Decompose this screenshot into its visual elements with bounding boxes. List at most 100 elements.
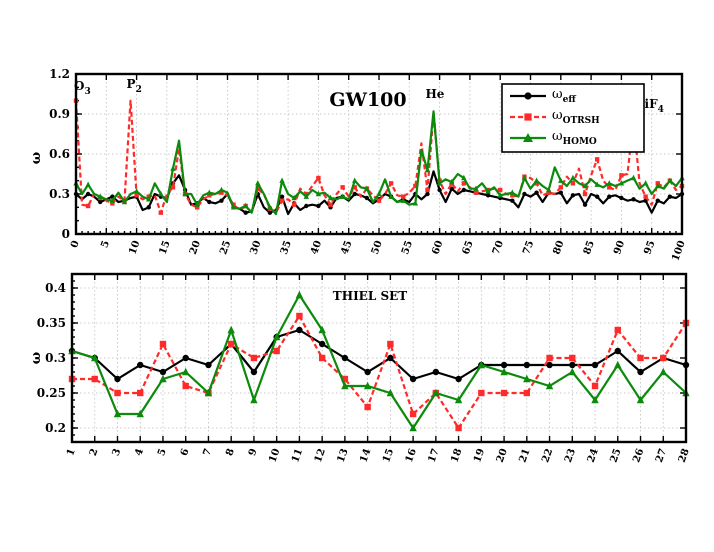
homo-point: [485, 188, 491, 194]
xtick-label: 45: [339, 239, 354, 256]
homo-point: [121, 198, 128, 205]
ytick-label: 0.25: [37, 386, 66, 400]
homo-point: [363, 381, 372, 390]
xtick-label: 80: [552, 239, 567, 256]
xtick-label: 23: [563, 447, 578, 464]
otrsh-point: [341, 375, 349, 383]
homo-point: [318, 325, 326, 334]
otrsh-point: [637, 354, 644, 362]
eff-point: [637, 368, 644, 376]
homo-point: [91, 353, 99, 362]
annotation-0: O3: [74, 79, 91, 97]
homo-point: [303, 193, 309, 199]
thiel-title: THIEL SET: [333, 289, 407, 303]
eff-point: [425, 191, 430, 197]
homo-point: [400, 197, 406, 203]
homo-point: [218, 186, 225, 193]
xtick-label: 18: [449, 447, 464, 464]
annotation-1-base: P: [127, 77, 136, 91]
eff-point: [570, 193, 576, 198]
xtick-label: 7: [202, 447, 215, 457]
xtick-label: 25: [608, 447, 623, 464]
xtick-label: 20: [188, 239, 203, 256]
otrsh-point: [413, 183, 418, 189]
thiel-series: [68, 290, 690, 432]
homo-point: [497, 192, 503, 198]
otrsh-point: [473, 190, 479, 195]
homo-point: [449, 178, 455, 185]
xtick-label: 1: [65, 447, 78, 457]
eff-point: [98, 199, 103, 205]
xtick-label: 0: [69, 239, 82, 249]
annotation-1: P2: [127, 77, 142, 95]
otrsh-point: [296, 312, 303, 320]
otrsh-point: [219, 190, 224, 195]
xtick-label: 15: [158, 239, 173, 256]
otrsh-point: [498, 187, 503, 193]
otrsh-point: [614, 326, 621, 334]
eff-point: [296, 326, 303, 334]
ytick-label: 0.2: [45, 421, 66, 435]
xtick-label: 2: [88, 447, 101, 457]
annotation-0-base: O: [74, 79, 84, 93]
legend-label-0-base: ω: [552, 87, 563, 102]
eff-point: [591, 361, 599, 369]
homo-point: [642, 180, 649, 186]
xtick-label: 70: [491, 239, 506, 256]
annotation-2: He: [425, 87, 444, 101]
series-omega-homo: [68, 290, 690, 432]
xtick-label: 4: [133, 447, 146, 457]
homo-point: [388, 193, 394, 199]
homo-point: [667, 177, 673, 183]
otrsh-point: [591, 382, 599, 390]
gw100-title: GW100: [329, 89, 406, 111]
otrsh-point: [207, 193, 212, 198]
series-omega-otrsh-line: [74, 99, 683, 214]
homo-point: [500, 367, 508, 376]
homo-point: [558, 177, 564, 183]
xtick-label: 28: [677, 447, 692, 464]
otrsh-point: [182, 382, 189, 390]
otrsh-point: [409, 410, 417, 418]
eff-point: [146, 205, 151, 210]
xtick-label: 55: [400, 239, 415, 256]
annotation-3-sub: 4: [658, 105, 664, 115]
legend-label-1: ωOTRSH: [552, 108, 600, 126]
homo-point: [341, 381, 349, 390]
otrsh-point: [500, 389, 508, 397]
otrsh-point: [570, 181, 576, 186]
otrsh-point: [340, 185, 345, 190]
otrsh-point: [582, 191, 588, 197]
ytick-label: 0.3: [49, 187, 70, 201]
homo-point: [182, 367, 190, 376]
homo-point: [295, 290, 304, 299]
otrsh-point: [195, 205, 200, 210]
otrsh-point: [594, 157, 600, 162]
otrsh-point: [546, 354, 553, 362]
homo-point: [272, 332, 281, 341]
series-omega-homo-line: [71, 293, 687, 430]
eff-point: [582, 202, 588, 207]
legend-marker-triangle: [523, 133, 533, 142]
homo-point: [594, 181, 600, 187]
homo-point: [521, 174, 528, 181]
eff-point: [267, 210, 273, 215]
homo-point: [255, 180, 261, 186]
annotation-2-base: He: [425, 87, 444, 101]
xtick-label: 8: [224, 447, 237, 457]
otrsh-point: [318, 354, 326, 362]
homo-point: [242, 202, 249, 209]
ytick-label: 0: [62, 227, 70, 241]
legend-marker-square: [524, 113, 532, 121]
xtick-label: 3: [111, 447, 124, 457]
homo-point: [113, 409, 122, 418]
otrsh-point: [523, 389, 531, 397]
otrsh-point: [660, 354, 667, 362]
homo-point: [279, 177, 285, 183]
otrsh-point: [607, 185, 612, 190]
xtick-label: 24: [586, 447, 601, 464]
otrsh-point: [279, 198, 285, 203]
homo-point: [436, 180, 443, 186]
xtick-label: 10: [127, 239, 142, 256]
eff-point: [461, 187, 467, 193]
